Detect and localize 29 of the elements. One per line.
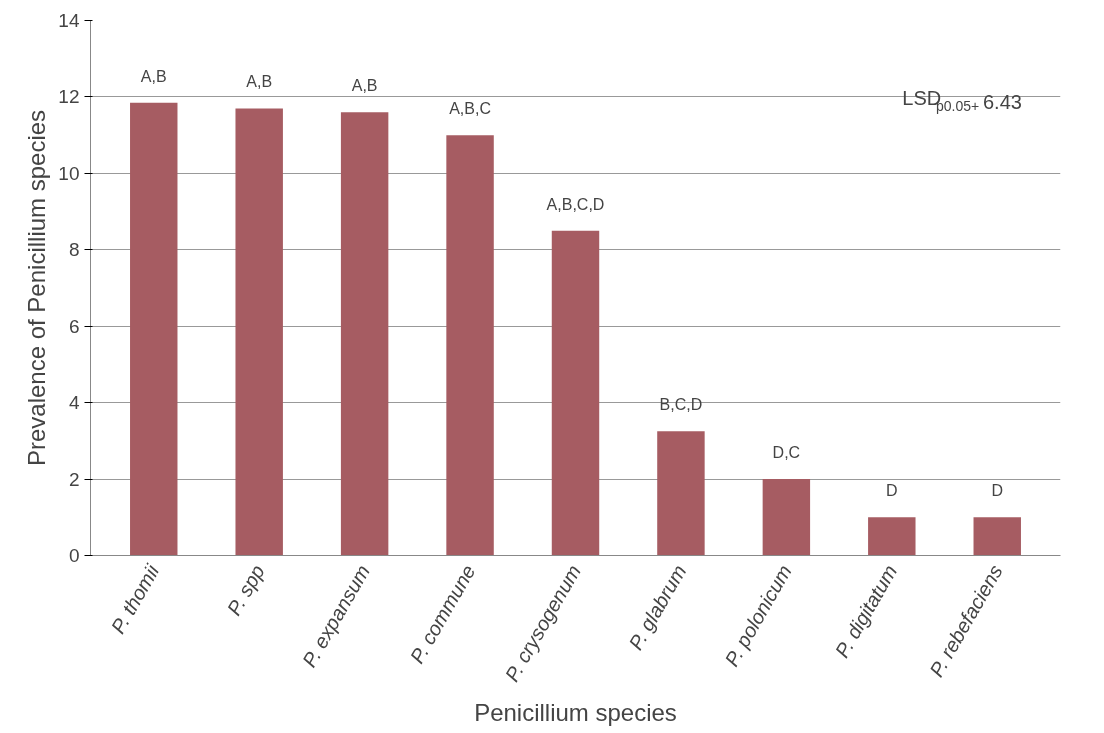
annotation: A,B [246,73,273,91]
annotation: A,B [351,77,378,95]
bar [340,112,389,556]
bar [551,230,600,556]
bar [446,135,494,556]
x-axis-title: Penicillium species [474,698,677,726]
bar [868,517,916,556]
y-tick-label: 6 [68,315,80,337]
annotation: A,B,C [449,100,491,118]
annotation: D [991,482,1004,500]
y-tick-label: 10 [58,162,80,184]
bar [235,108,283,556]
y-axis-title: Prevalence of Penicillium species [23,109,51,467]
y-tick-label: 14 [58,10,80,31]
annotation: D,C [772,444,801,462]
y-tick-label: 0 [68,545,80,566]
annotation: D [886,482,898,500]
bar [973,517,1021,556]
y-tick-label: 2 [68,468,80,490]
bar [762,479,811,556]
annotation: B,C,D [659,396,703,414]
y-tick-label: 12 [58,86,80,108]
y-tick-label: 8 [68,239,80,261]
bar [657,431,705,556]
annotation: A,B [140,67,167,85]
x-tick-label: P. spp [222,561,269,619]
y-tick-label: 4 [68,392,80,414]
bar [130,102,178,556]
annotation: A,B,C,D [546,195,605,213]
